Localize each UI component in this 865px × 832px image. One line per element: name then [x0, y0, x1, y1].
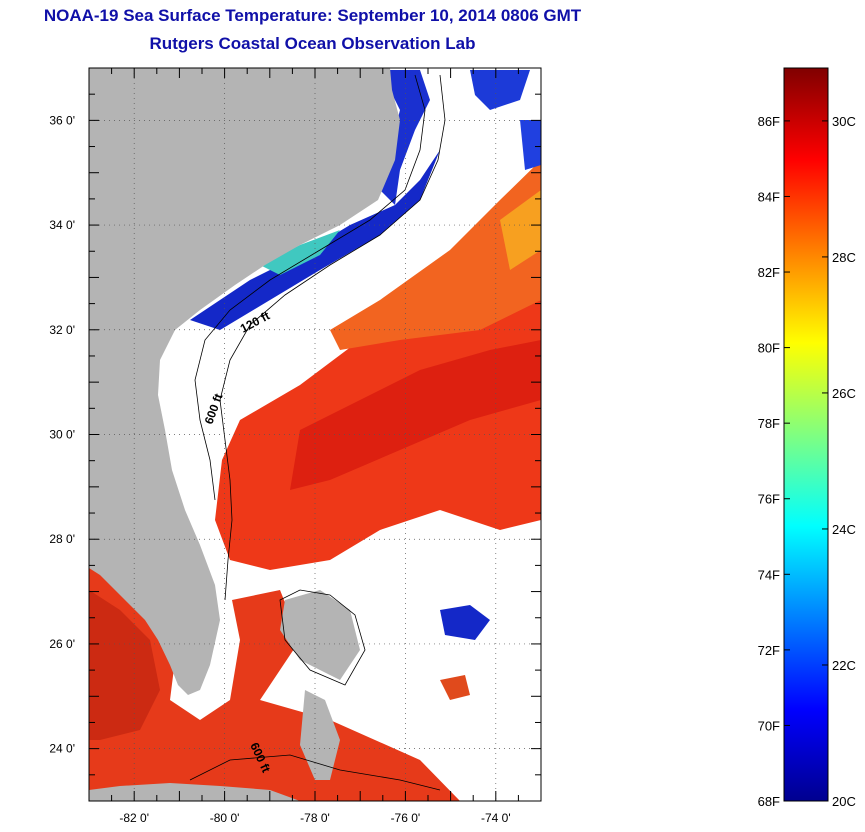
colorbar-c-label: 30C: [832, 114, 856, 129]
lon-tick-label: -82 0': [119, 811, 149, 825]
lat-tick-label: 28 0': [49, 532, 75, 546]
cold-water-ne: [470, 70, 530, 110]
cold-coastal-water-north: [380, 70, 430, 205]
land-southeast-us: [89, 68, 400, 695]
map-axes: 24 0' 26 0' 28 0' 30 0' 32 0' 34 0' 36 0' -82 0…: [49, 67, 542, 825]
colorbar-f-label: 68F: [758, 794, 780, 809]
cold-patch-1: [440, 605, 490, 640]
contour-120ft: [194, 74, 426, 501]
map-subtitle: Rutgers Coastal Ocean Observation Lab: [149, 34, 476, 53]
lat-tick-label: 34 0': [49, 218, 75, 232]
lon-tick-label: -80 0': [210, 811, 240, 825]
lon-tick-label: -78 0': [300, 811, 330, 825]
lat-tick-label: 36 0': [49, 113, 75, 127]
warm-water-band: [290, 340, 541, 490]
colorbar-f-label: 72F: [758, 643, 780, 658]
colorbar-f-label: 76F: [758, 492, 780, 507]
lat-tick-label: 32 0': [49, 323, 75, 337]
lat-tick-label: 30 0': [49, 428, 75, 442]
warm-water-band-2: [500, 190, 541, 270]
colorbar-f-label: 74F: [758, 567, 780, 582]
lon-tick-label: -74 0': [481, 811, 511, 825]
map-title: NOAA-19 Sea Surface Temperature: Septemb…: [43, 6, 582, 25]
cold-water-ne2: [520, 120, 541, 170]
warm-water-south: [89, 560, 460, 801]
lon-tick-label: -76 0': [391, 811, 421, 825]
colorbar-f-label: 86F: [758, 114, 780, 129]
colorbar-f-label: 70F: [758, 718, 780, 733]
warm-water-gulf: [89, 590, 160, 740]
contour-600ft: [219, 74, 446, 601]
colorbar-c-label: 22C: [832, 658, 856, 673]
lat-tick-label: 24 0': [49, 742, 75, 756]
colorbar-c-label: 26C: [832, 386, 856, 401]
colorbar-f-label: 84F: [758, 189, 780, 204]
colorbar-ticks: 68F 70F 72F 74F 76F 78F 80F 82F 84F 86F 20C 22C 24C 2…: [758, 114, 856, 809]
colorbar-f-label: 82F: [758, 265, 780, 280]
warm-water-region-north: [330, 160, 541, 350]
cold-coastal-water: [190, 150, 440, 330]
colorbar-f-label: 78F: [758, 416, 780, 431]
map-grid: [89, 68, 541, 801]
andros-island: [300, 690, 340, 780]
colorbar-c-label: 24C: [832, 522, 856, 537]
lat-tick-label: 26 0': [49, 637, 75, 651]
cool-water-shelf: [260, 230, 340, 275]
warm-patch-1: [440, 675, 470, 700]
colorbar-c-label: 28C: [832, 250, 856, 265]
colorbar-f-label: 80F: [758, 341, 780, 356]
colorbar-c-label: 20C: [832, 794, 856, 809]
colorbar: [783, 67, 829, 802]
contour-cuba: [189, 754, 441, 791]
contour-bahamas: [279, 589, 366, 686]
